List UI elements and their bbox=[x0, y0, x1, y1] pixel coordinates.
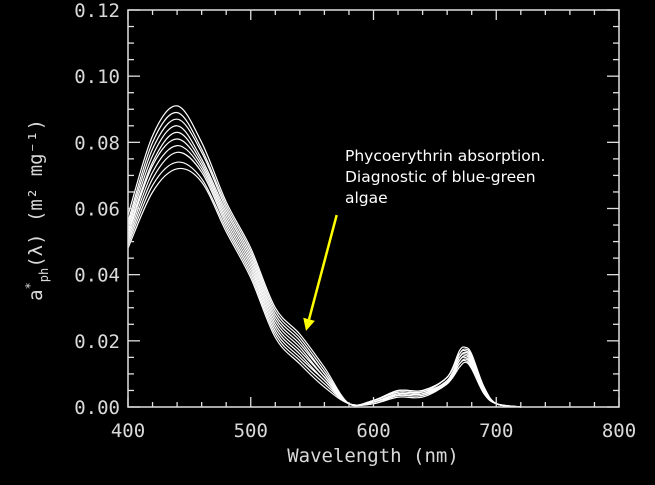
y-tick-label: 0.12 bbox=[74, 0, 120, 22]
y-tick-label: 0.10 bbox=[74, 66, 120, 88]
axis-tick-labels: 400 500 600 700 800 0.00 0.02 0.04 0.06 0.08 0.10 0… bbox=[74, 0, 636, 442]
annotation-arrow-head bbox=[303, 317, 315, 331]
y-tick-label: 0.04 bbox=[74, 265, 120, 287]
annotation-line-1: Phycoerythrin absorption. bbox=[345, 147, 546, 165]
x-tick-label: 800 bbox=[602, 420, 636, 442]
annotation-line-2: Diagnostic of blue-green bbox=[345, 168, 536, 186]
x-tick-label: 600 bbox=[356, 420, 390, 442]
y-tick-label: 0.00 bbox=[74, 397, 120, 419]
series-lines bbox=[127, 105, 521, 408]
x-tick-label: 500 bbox=[234, 420, 268, 442]
annotation: Phycoerythrin absorption. Diagnostic of … bbox=[303, 147, 546, 331]
plot-frame bbox=[127, 9, 620, 408]
y-tick-label: 0.08 bbox=[74, 132, 120, 154]
x-tick-label: 700 bbox=[479, 420, 513, 442]
annotation-line-3: algae bbox=[345, 189, 388, 207]
axis-ticks bbox=[127, 9, 620, 408]
annotation-arrow bbox=[307, 214, 338, 320]
x-tick-label: 400 bbox=[111, 420, 145, 442]
x-axis-label: Wavelength (nm) bbox=[287, 445, 459, 467]
svg-text:a*ph(λ) (m² mg⁻¹): a*ph(λ) (m² mg⁻¹) bbox=[23, 119, 51, 301]
y-tick-label: 0.06 bbox=[74, 199, 120, 221]
y-axis-label: a*ph(λ) (m² mg⁻¹) bbox=[23, 119, 51, 301]
series-line-10 bbox=[127, 167, 521, 408]
y-tick-label: 0.02 bbox=[74, 331, 120, 353]
series-line-8 bbox=[127, 151, 521, 408]
